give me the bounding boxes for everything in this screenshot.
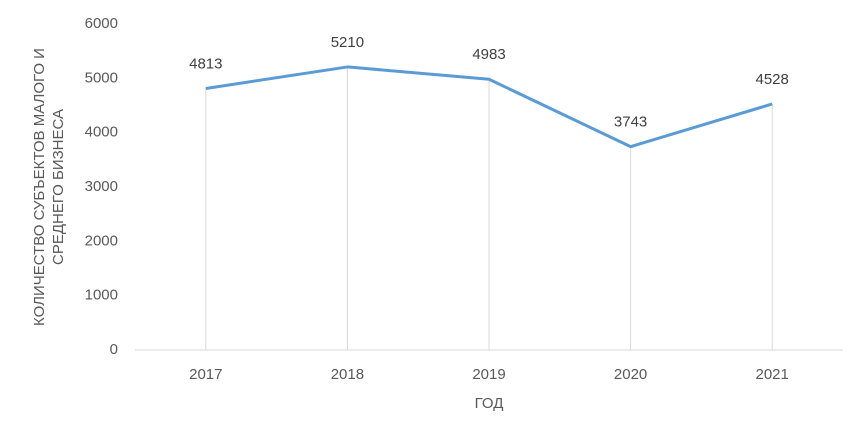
data-label: 4983: [472, 46, 505, 63]
y-tick-label: 0: [110, 341, 118, 358]
data-label: 4528: [756, 71, 789, 88]
y-tick-label: 5000: [85, 69, 118, 86]
x-tick-label: 2020: [614, 366, 647, 383]
y-axis-label-line: СРЕДНЕГО БИЗНЕСА: [50, 109, 67, 265]
y-axis-label-line: КОЛИЧЕСТВО СУБЪЕКТОВ МАЛОГО И: [31, 48, 48, 326]
series-line: [205, 65, 773, 149]
y-tick-label: 6000: [85, 15, 118, 32]
x-tick-label: 2019: [472, 366, 505, 383]
data-label: 4813: [189, 55, 222, 72]
x-tick-label: 2021: [756, 366, 789, 383]
data-label: 3743: [614, 114, 647, 131]
y-tick-label: 1000: [85, 287, 118, 304]
y-tick-label: 3000: [85, 178, 118, 195]
y-tick-label: 4000: [85, 124, 118, 141]
data-label: 5210: [331, 34, 364, 51]
x-tick-label: 2018: [331, 366, 364, 383]
y-axis-label: КОЛИЧЕСТВО СУБЪЕКТОВ МАЛОГО И СРЕДНЕГО Б…: [31, 48, 67, 326]
x-axis-label: ГОД: [475, 395, 504, 412]
x-tick-label: 2017: [189, 366, 222, 383]
y-tick-label: 2000: [85, 232, 118, 249]
